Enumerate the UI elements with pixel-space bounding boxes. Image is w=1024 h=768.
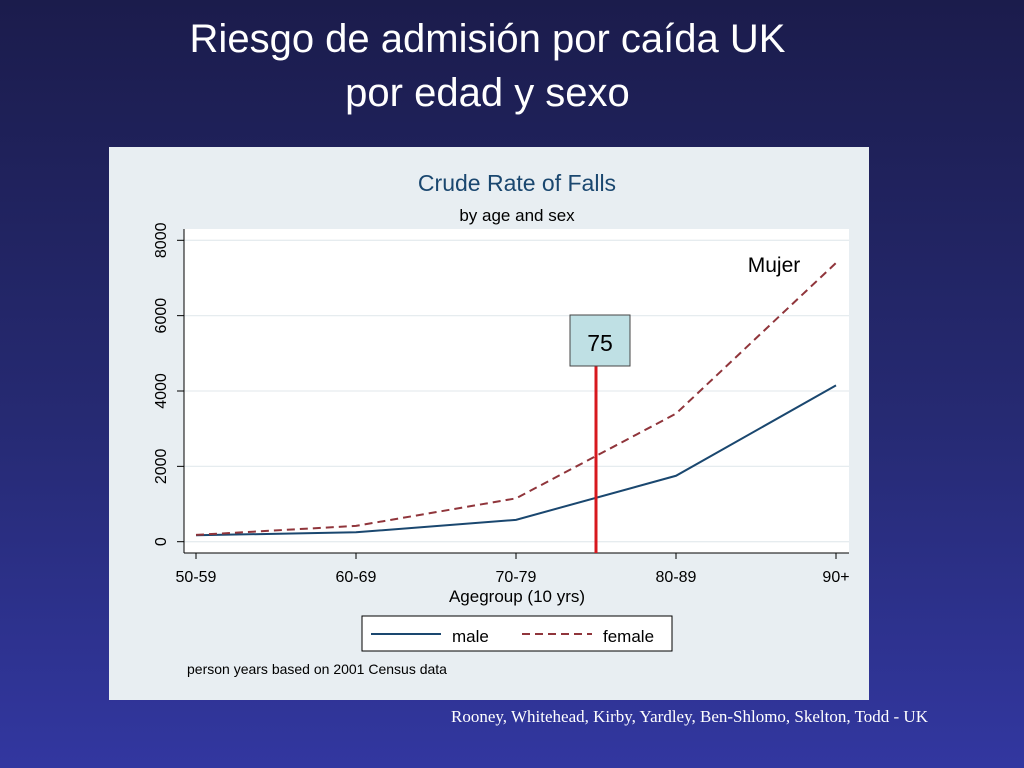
axes: 0 2000 4000 6000 8000 50-59 60-69 70-79 80-89 90+ [153, 222, 850, 586]
y-tick-label: 6000 [153, 298, 170, 334]
x-tick-label: 80-89 [656, 569, 697, 586]
legend: male female [361, 615, 673, 652]
x-axis-title: Agegroup (10 yrs) [449, 587, 585, 606]
series-lines [195, 262, 837, 537]
gridlines [184, 239, 849, 543]
x-tick-label: 60-69 [336, 569, 377, 586]
falls-chart: Crude Rate of Falls by age and sex 0 2000… [153, 170, 850, 677]
chart-footnote: person years based on 2001 Census data [187, 661, 447, 677]
slide-title: Riesgo de admisión por caída UK por edad… [0, 12, 975, 120]
y-tick-label: 0 [153, 537, 170, 546]
citation: Rooney, Whitehead, Kirby, Yardley, Ben-S… [451, 707, 928, 726]
chart-title: Crude Rate of Falls [418, 170, 616, 196]
slide-title-line-2: por edad y sexo [345, 71, 630, 115]
chart-subtitle: by age and sex [459, 206, 575, 225]
series-line-female [195, 262, 837, 536]
x-tick-label: 50-59 [176, 569, 217, 586]
x-tick-label: 70-79 [496, 569, 537, 586]
chart-panel: Crude Rate of Falls by age and sex 0 2000… [109, 147, 869, 700]
y-tick-label: 4000 [153, 373, 170, 409]
marker-annotation: 75 [569, 314, 631, 553]
y-tick-label: 2000 [153, 448, 170, 484]
slide-title-line-1: Riesgo de admisión por caída UK [189, 17, 786, 61]
age-75-marker-label: 75 [587, 330, 613, 356]
legend-label-female: female [603, 627, 654, 646]
age-75-marker-box [569, 314, 631, 367]
legend-label-male: male [452, 627, 489, 646]
series-annotation-label: Mujer [748, 254, 801, 277]
y-tick-label: 8000 [153, 222, 170, 258]
x-tick-label: 90+ [822, 569, 849, 586]
